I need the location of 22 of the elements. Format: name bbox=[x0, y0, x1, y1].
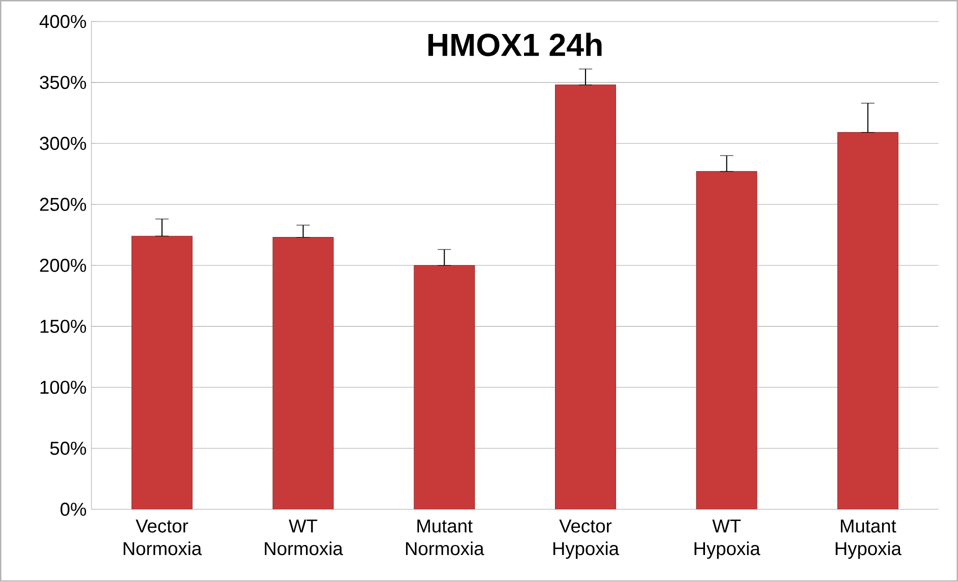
y-tick-label: 50% bbox=[50, 442, 86, 455]
y-tick-label: 200% bbox=[40, 258, 86, 272]
bar bbox=[414, 265, 475, 510]
x-tick-label: Vector Normoxia bbox=[124, 520, 202, 556]
y-tick-label: 350% bbox=[40, 76, 86, 90]
x-tick-label: Mutant Normoxia bbox=[406, 520, 484, 556]
bar bbox=[554, 84, 616, 510]
y-tick-label: 150% bbox=[40, 320, 86, 334]
x-tick-label: Vector Hypoxia bbox=[553, 520, 620, 559]
y-tick-label: 300% bbox=[40, 136, 86, 150]
y-tick-label: 250% bbox=[40, 198, 86, 212]
y-tick-label: 100% bbox=[40, 380, 86, 394]
bar bbox=[696, 171, 758, 510]
bar bbox=[837, 132, 898, 510]
y-tick-label: 400% bbox=[40, 14, 86, 28]
x-tick-label: WT Normoxia bbox=[264, 520, 343, 556]
x-tick-label: WT Hypoxia bbox=[694, 520, 760, 559]
y-tick-label: 0% bbox=[60, 502, 86, 516]
chart-title: HMOX1 24h bbox=[428, 32, 602, 56]
bar bbox=[131, 236, 193, 510]
bar bbox=[272, 237, 334, 510]
x-tick-label: Mutant Hypoxia bbox=[836, 520, 902, 559]
